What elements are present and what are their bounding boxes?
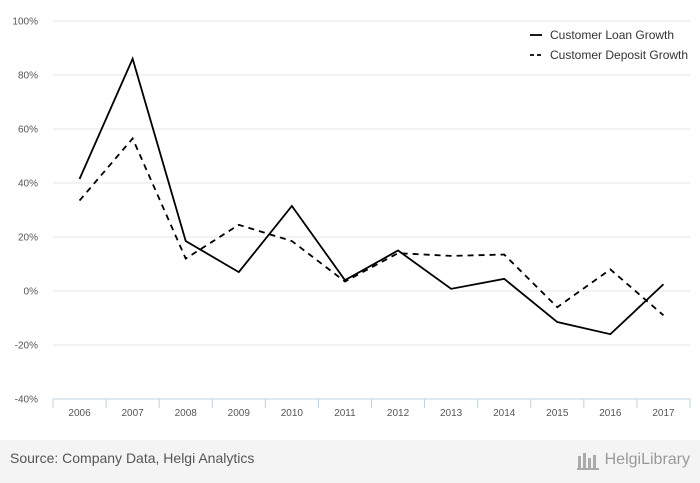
series-lines [78, 56, 665, 336]
x-tick-label: 2007 [122, 408, 145, 419]
series-line-deposit-growth [78, 136, 665, 316]
y-tick-label: 60% [18, 125, 38, 136]
x-axis [52, 398, 691, 408]
legend-label: Customer Deposit Growth [550, 48, 688, 62]
y-tick-label: 20% [18, 233, 38, 244]
legend: Customer Loan Growth Customer Deposit Gro… [530, 28, 688, 62]
legend-label: Customer Loan Growth [550, 28, 674, 42]
y-tick-label: 0% [24, 287, 39, 298]
x-axis-tick-labels: 2006 2007 2008 2009 2010 2011 2012 2013 2014 2015… [68, 408, 675, 419]
source-note: Source: Company Data, Helgi Analytics [10, 450, 255, 466]
library-logo-icon [576, 450, 601, 470]
y-tick-label: -40% [15, 395, 38, 406]
x-tick-label: 2013 [440, 408, 463, 419]
x-tick-label: 2017 [652, 408, 675, 419]
x-tick-label: 2015 [546, 408, 569, 419]
y-tick-label: 100% [12, 17, 38, 28]
y-tick-label: -20% [15, 341, 38, 352]
x-tick-label: 2009 [228, 408, 251, 419]
x-tick-label: 2006 [68, 408, 91, 419]
x-tick-label: 2010 [281, 408, 304, 419]
x-tick-label: 2008 [175, 408, 198, 419]
x-tick-label: 2011 [334, 408, 356, 419]
brand-logo: HelgiLibrary [576, 448, 690, 472]
grid-lines [53, 20, 690, 400]
x-tick-label: 2014 [493, 408, 516, 419]
x-tick-label: 2012 [387, 408, 410, 419]
y-tick-label: 40% [18, 179, 38, 190]
y-tick-label: 80% [18, 71, 38, 82]
y-axis-tick-labels: -40% -20% 0% 20% 40% 60% 80% 100% [12, 17, 38, 406]
brand-name: HelgiLibrary [604, 451, 690, 468]
x-tick-label: 2016 [599, 408, 622, 419]
series-line-loan-growth [78, 56, 665, 336]
